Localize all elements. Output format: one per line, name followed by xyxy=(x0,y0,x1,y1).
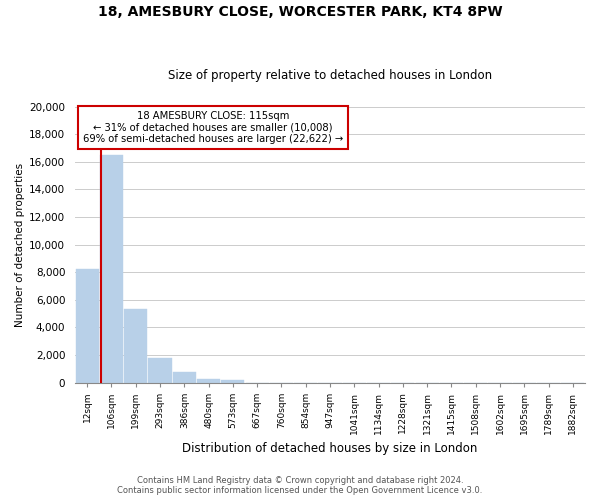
Title: Size of property relative to detached houses in London: Size of property relative to detached ho… xyxy=(168,69,492,82)
Bar xyxy=(148,358,172,382)
Bar xyxy=(173,372,196,382)
Bar xyxy=(221,380,244,382)
Bar xyxy=(76,270,98,382)
Text: 18 AMESBURY CLOSE: 115sqm
← 31% of detached houses are smaller (10,008)
69% of s: 18 AMESBURY CLOSE: 115sqm ← 31% of detac… xyxy=(83,111,343,144)
Bar xyxy=(100,155,123,382)
Y-axis label: Number of detached properties: Number of detached properties xyxy=(15,162,25,326)
X-axis label: Distribution of detached houses by size in London: Distribution of detached houses by size … xyxy=(182,442,478,455)
Text: 18, AMESBURY CLOSE, WORCESTER PARK, KT4 8PW: 18, AMESBURY CLOSE, WORCESTER PARK, KT4 … xyxy=(98,5,502,19)
Text: Contains HM Land Registry data © Crown copyright and database right 2024.
Contai: Contains HM Land Registry data © Crown c… xyxy=(118,476,482,495)
Bar xyxy=(124,310,147,382)
Bar xyxy=(197,379,220,382)
